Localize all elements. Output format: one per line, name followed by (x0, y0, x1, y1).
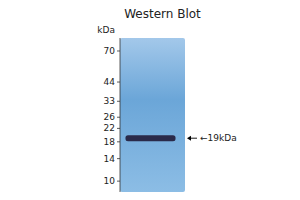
gel (120, 38, 185, 192)
tick-mark (117, 141, 120, 142)
y-axis-line (120, 38, 121, 192)
tick-label: 18 (104, 137, 116, 147)
arrow-head (187, 136, 191, 141)
tick-label: 26 (104, 112, 116, 122)
tick-mark (117, 128, 120, 129)
tick-label: 70 (104, 46, 116, 56)
title: Western Blot (124, 7, 201, 21)
tick-label: 14 (104, 154, 116, 164)
marks (125, 135, 175, 141)
chart: Western Blot kDa 70 44 33 2622 18 14 10 ←19kDa (0, 0, 300, 200)
data-label: ←19kDa (200, 133, 237, 143)
tick-label: 33 (104, 96, 115, 106)
tick-label: 10 (104, 176, 116, 186)
tick-label: 44 (104, 77, 116, 87)
band (125, 135, 175, 141)
tick-mark (117, 181, 120, 182)
tick-mark (117, 158, 120, 159)
tick-mark (117, 117, 120, 118)
axis-label: kDa (97, 25, 115, 35)
tick-label: 22 (104, 123, 115, 133)
tick-mark (117, 50, 120, 51)
tick-mark (117, 82, 120, 83)
arrow (190, 138, 197, 139)
tick-mark (117, 101, 120, 102)
chart-container: Western Blot kDa 70 44 33 2622 18 14 10 ←19kDa (0, 0, 300, 200)
